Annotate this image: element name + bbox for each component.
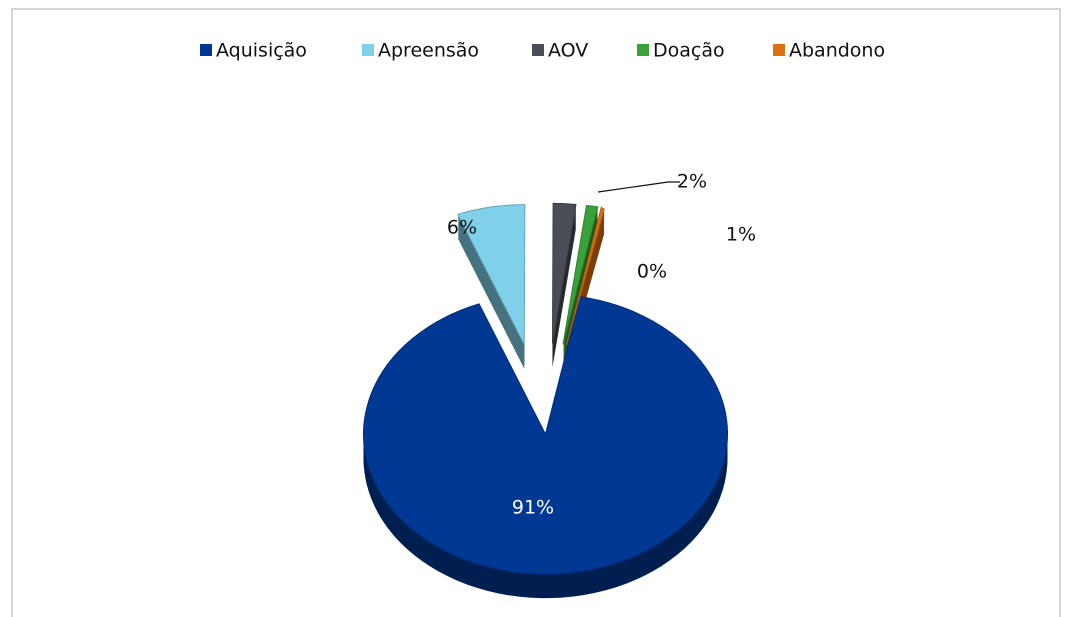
- legend-label: AOV: [548, 40, 588, 62]
- slice: [551, 202, 577, 344]
- legend-label: Abandono: [789, 40, 885, 62]
- slice: [363, 296, 728, 575]
- slice-side: [563, 215, 598, 355]
- legend-swatch: [637, 44, 649, 56]
- data-label: 2%: [677, 171, 707, 193]
- slice-side: [563, 209, 598, 349]
- legend-swatch: [532, 44, 544, 56]
- legend-label: Apreensão: [378, 40, 479, 62]
- data-label: 91%: [512, 497, 554, 519]
- legend-label: Doação: [653, 40, 725, 62]
- chart-border: [11, 8, 1061, 617]
- slice-side: [563, 211, 598, 351]
- legend-swatch: [773, 44, 785, 56]
- slice: [457, 204, 526, 345]
- slice-side: [563, 217, 598, 357]
- data-label: 6%: [447, 217, 477, 239]
- legend-swatch: [362, 44, 374, 56]
- legend-swatch: [200, 44, 212, 56]
- leader-line: [597, 181, 680, 193]
- slice: [562, 204, 599, 345]
- slice-side: [563, 213, 598, 353]
- data-label: 0%: [637, 261, 667, 283]
- data-label: 1%: [726, 224, 756, 246]
- slice: [566, 206, 605, 345]
- legend-label: Aquisição: [216, 40, 307, 62]
